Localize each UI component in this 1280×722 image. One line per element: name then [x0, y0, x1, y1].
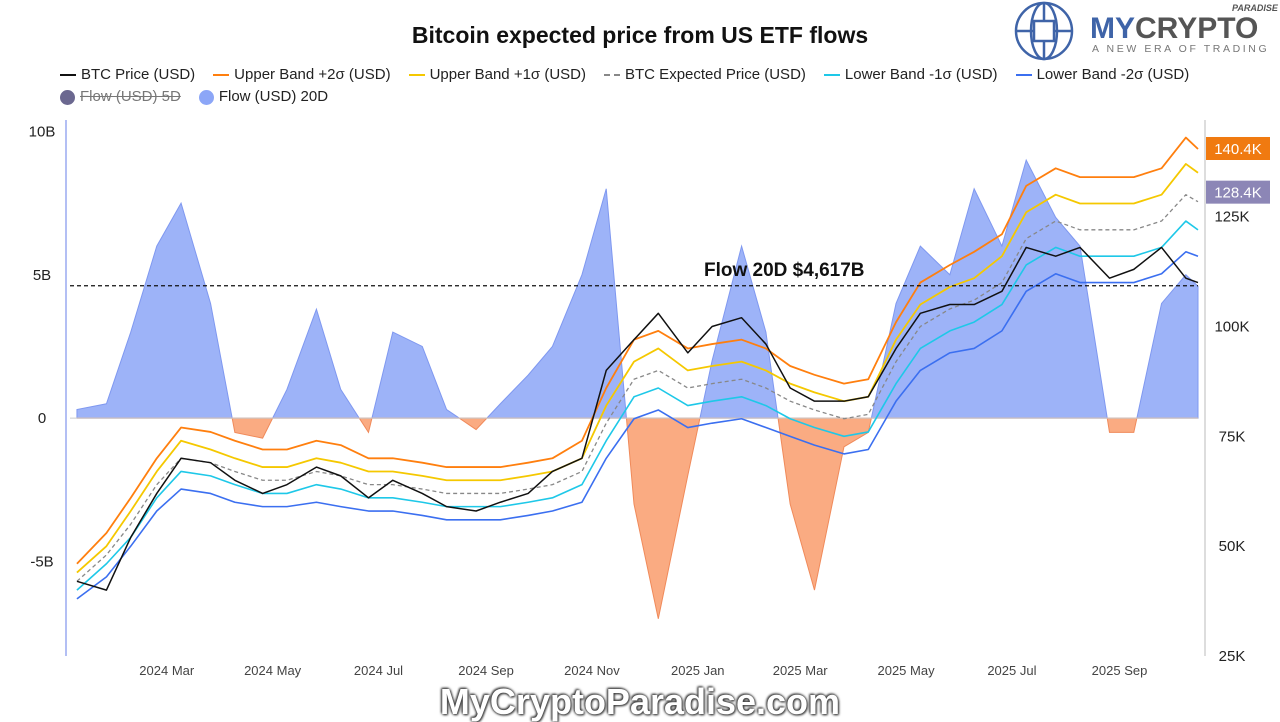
legend-label: BTC Price (USD) — [81, 66, 196, 83]
x-tick-label: 2025 Jan — [671, 663, 725, 678]
legend-swatch — [60, 74, 76, 76]
series-line-upper-band-1-usd- — [76, 163, 1199, 574]
logo: MYCRYPTO PARADISE A NEW ERA OF TRADING — [1014, 1, 1279, 61]
legend-swatch — [198, 89, 214, 105]
legend-flow-5d[interactable]: Flow (USD) 5D — [60, 88, 181, 106]
x-tick-label: 2025 May — [877, 663, 935, 678]
legend-swatch — [823, 74, 840, 76]
legend-swatch — [1015, 74, 1032, 76]
legend-swatch — [408, 74, 425, 76]
flow-20d-negative-area — [76, 417, 1198, 619]
series-line-btc-price-usd- — [76, 246, 1199, 591]
left-tick-label: 5B — [33, 267, 51, 284]
logo-brand: MYCRYPTO — [1090, 12, 1258, 45]
right-tick-label: 125K — [1214, 209, 1249, 226]
x-tick-label: 2025 Jul — [987, 663, 1036, 678]
legend-swatch — [604, 74, 621, 76]
chart-title: Bitcoin expected price from US ETF flows — [411, 22, 869, 48]
left-tick-label: -5B — [30, 553, 53, 570]
legend-expected[interactable]: BTC Expected Price (USD) — [604, 66, 806, 84]
reference-line-label: Flow 20D $4,617B — [704, 260, 865, 281]
x-tick-label: 2024 Mar — [139, 663, 195, 678]
series-line-lower-band-2-usd- — [76, 251, 1199, 600]
x-tick-label: 2025 Sep — [1092, 663, 1148, 678]
legend-label: Flow (USD) 20D — [218, 88, 329, 105]
value-label-text: 140.4K — [1214, 141, 1262, 158]
x-tick-label: 2024 Nov — [564, 663, 620, 678]
legend-upper-2[interactable]: Upper Band +2σ (USD) — [213, 66, 391, 84]
legend-swatch — [213, 74, 230, 76]
legend-label: Upper Band +1σ (USD) — [429, 66, 587, 83]
legend-row-2: Flow (USD) 5D Flow (USD) 20D — [60, 88, 328, 106]
left-tick-label: 10B — [29, 123, 56, 140]
x-tick-label: 2024 Jul — [354, 663, 403, 678]
x-tick-label: 2024 May — [244, 663, 302, 678]
value-label-text: 128.4K — [1214, 185, 1262, 202]
series-line-upper-band-2-usd- — [76, 136, 1199, 565]
right-tick-label: 100K — [1214, 318, 1249, 335]
globe-chip-icon — [1014, 1, 1074, 61]
watermark: MyCryptoParadise.com — [439, 681, 841, 722]
right-tick-label: 25K — [1219, 648, 1246, 665]
legend-label: BTC Expected Price (USD) — [625, 66, 806, 83]
logo-brand-sub: PARADISE — [1232, 3, 1279, 13]
legend-label: Lower Band -1σ (USD) — [844, 66, 998, 83]
right-tick-label: 75K — [1219, 428, 1246, 445]
logo-tagline: A NEW ERA OF TRADING — [1092, 43, 1269, 55]
right-tick-label: 50K — [1219, 538, 1246, 555]
x-tick-label: 2025 Mar — [773, 663, 829, 678]
legend-label: Flow (USD) 5D — [80, 88, 181, 105]
legend-label: Lower Band -2σ (USD) — [1036, 66, 1190, 83]
series-line-lower-band-1-usd- — [76, 220, 1199, 591]
left-tick-label: 0 — [38, 410, 46, 427]
value-label-box — [1206, 136, 1270, 160]
legend-btc-price[interactable]: BTC Price (USD) — [60, 66, 195, 84]
legend-row-1: BTC Price (USD) Upper Band +2σ (USD) Upp… — [60, 66, 1189, 84]
legend-label: Upper Band +2σ (USD) — [234, 66, 391, 83]
x-tick-label: 2024 Sep — [458, 663, 514, 678]
legend-swatch — [60, 89, 75, 105]
legend-lower-2[interactable]: Lower Band -2σ (USD) — [1015, 66, 1190, 84]
legend-upper-1[interactable]: Upper Band +1σ (USD) — [408, 66, 587, 84]
value-label-box — [1206, 180, 1270, 204]
legend-lower-1[interactable]: Lower Band -1σ (USD) — [823, 66, 998, 84]
legend-flow-20d[interactable]: Flow (USD) 20D — [198, 88, 329, 106]
